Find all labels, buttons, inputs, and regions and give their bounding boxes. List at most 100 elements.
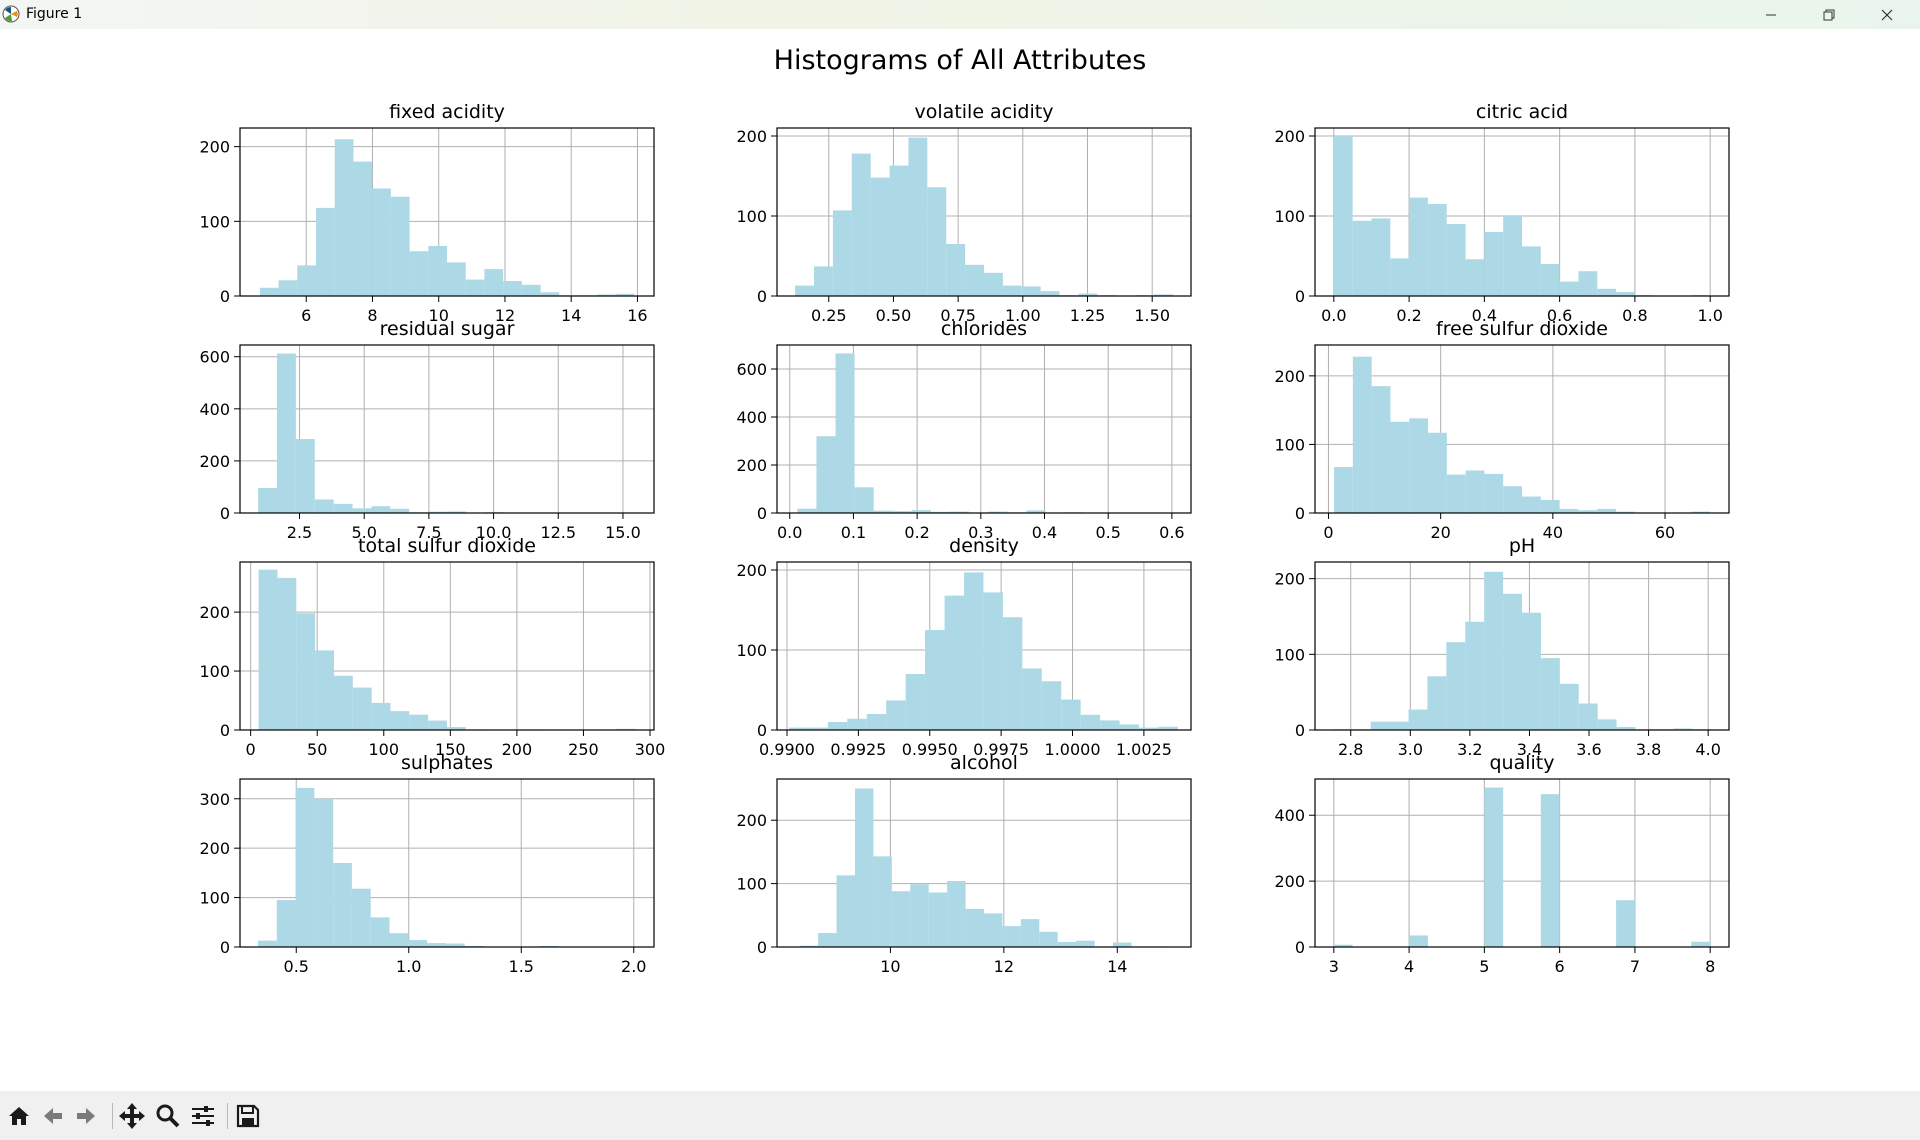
histogram-bar xyxy=(984,913,1003,947)
histogram-bar xyxy=(928,892,948,947)
y-tick-label: 200 xyxy=(1274,367,1305,386)
axes-frame xyxy=(1314,561,1730,731)
histogram-bar xyxy=(1390,421,1410,513)
histogram-bar xyxy=(1673,728,1693,730)
y-tick-label: 100 xyxy=(199,662,230,681)
x-tick-label: 40 xyxy=(1543,523,1563,542)
histogram-bar xyxy=(316,207,335,296)
histogram-bar xyxy=(390,508,410,513)
x-tick-label: 0 xyxy=(1323,523,1333,542)
histogram-bar xyxy=(1427,676,1447,730)
minimize-button[interactable] xyxy=(1742,0,1800,29)
subplot-volatile-acidity: 0.25 0.50 0.75 1.00 1.25 1.50 0 100 200 volatile … xyxy=(736,101,1192,325)
histogram-bar xyxy=(1153,294,1173,296)
x-tick-label: 3.0 xyxy=(1398,740,1423,759)
zoom-button[interactable] xyxy=(153,1101,183,1131)
x-tick-label: 0.9975 xyxy=(973,740,1029,759)
histogram-bar xyxy=(927,187,947,296)
histogram-bar xyxy=(352,508,372,513)
histogram-bar xyxy=(1334,467,1353,513)
figure-canvas[interactable]: Histograms of All Attributes 6 8 10 12 14 16 0… xyxy=(0,29,1920,1091)
histogram-bar xyxy=(1446,224,1466,296)
back-button[interactable] xyxy=(38,1101,68,1131)
histogram-bar xyxy=(1041,681,1062,730)
histogram-bar xyxy=(835,353,855,513)
restore-icon xyxy=(1823,9,1835,20)
x-tick-label: 1.25 xyxy=(1070,306,1106,325)
y-tick-label: 100 xyxy=(199,212,230,231)
x-tick-label: 4 xyxy=(1404,957,1414,976)
histogram-bar xyxy=(428,511,447,513)
y-tick-label: 100 xyxy=(736,875,767,894)
histogram-bar xyxy=(295,787,315,947)
x-tick-label: 0.2 xyxy=(904,523,929,542)
home-button[interactable] xyxy=(4,1101,34,1131)
histogram-bar xyxy=(908,137,928,296)
y-tick-label: 200 xyxy=(736,561,767,580)
pan-button[interactable] xyxy=(117,1101,147,1131)
matplotlib-app-icon xyxy=(2,5,20,23)
x-tick-label: 0.3 xyxy=(968,523,993,542)
x-tick-label: 7 xyxy=(1630,957,1640,976)
histogram-bar xyxy=(854,788,874,947)
x-tick-label: 3.8 xyxy=(1636,740,1661,759)
histogram-bar xyxy=(1522,496,1541,513)
histogram-bar xyxy=(873,856,892,947)
histogram-bar xyxy=(797,508,817,513)
histogram-bar xyxy=(1484,571,1504,730)
histogram-bar xyxy=(1389,721,1409,730)
close-button[interactable] xyxy=(1858,0,1916,29)
histogram-bar xyxy=(334,139,354,296)
histogram-bar xyxy=(447,727,466,730)
configure-subplots-button[interactable] xyxy=(188,1101,218,1131)
histogram-bar xyxy=(816,436,836,513)
histogram-bar xyxy=(276,900,296,947)
axes-frame xyxy=(239,344,655,514)
axes-frame xyxy=(239,127,655,297)
histogram-bar xyxy=(1503,486,1522,513)
x-tick-label: 20 xyxy=(1430,523,1450,542)
y-tick-label: 200 xyxy=(1274,570,1305,589)
histogram-bar xyxy=(988,511,1008,513)
histogram-bar xyxy=(1002,926,1021,947)
histogram-bar xyxy=(484,269,504,296)
restore-button[interactable] xyxy=(1800,0,1858,29)
histogram-bar xyxy=(1616,900,1635,947)
histogram-bar xyxy=(1022,668,1042,730)
y-tick-label: 200 xyxy=(199,452,230,471)
subplot-title: alcohol xyxy=(950,752,1018,774)
histogram-bar xyxy=(1080,714,1101,730)
y-tick-label: 0 xyxy=(220,504,230,523)
y-tick-label: 100 xyxy=(736,207,767,226)
y-tick-label: 100 xyxy=(199,889,230,908)
histogram-bar xyxy=(1616,726,1636,730)
subplot-sulphates: 0.5 1.0 1.5 2.0 0 100 200 300 sulphates xyxy=(199,752,655,976)
x-tick-label: 2.8 xyxy=(1338,740,1363,759)
x-tick-label: 6 xyxy=(301,306,311,325)
x-tick-label: 1.5 xyxy=(509,957,534,976)
histogram-bar xyxy=(277,353,296,513)
y-tick-label: 300 xyxy=(199,790,230,809)
forward-button[interactable] xyxy=(71,1101,101,1131)
histogram-bar xyxy=(1371,218,1391,296)
histogram-bar xyxy=(372,188,391,296)
histogram-bar xyxy=(278,280,298,296)
save-button[interactable] xyxy=(233,1101,263,1131)
histogram-bar xyxy=(1408,709,1428,730)
histogram-bar xyxy=(949,511,970,513)
histogram-bar xyxy=(808,727,828,730)
histogram-bar xyxy=(428,245,447,296)
histogram-bar xyxy=(1503,215,1522,296)
axes-frame xyxy=(776,344,1192,514)
histogram-bar xyxy=(390,196,410,296)
x-tick-label: 14 xyxy=(1107,957,1127,976)
histogram-bar xyxy=(447,511,466,513)
x-tick-label: 1.50 xyxy=(1134,306,1170,325)
histogram-bar xyxy=(1465,259,1485,296)
home-icon xyxy=(9,1107,29,1125)
histogram-bar xyxy=(1597,508,1616,513)
y-tick-label: 0 xyxy=(757,721,767,740)
x-tick-label: 60 xyxy=(1655,523,1675,542)
histogram-bar xyxy=(799,945,819,947)
forward-icon xyxy=(77,1108,95,1124)
